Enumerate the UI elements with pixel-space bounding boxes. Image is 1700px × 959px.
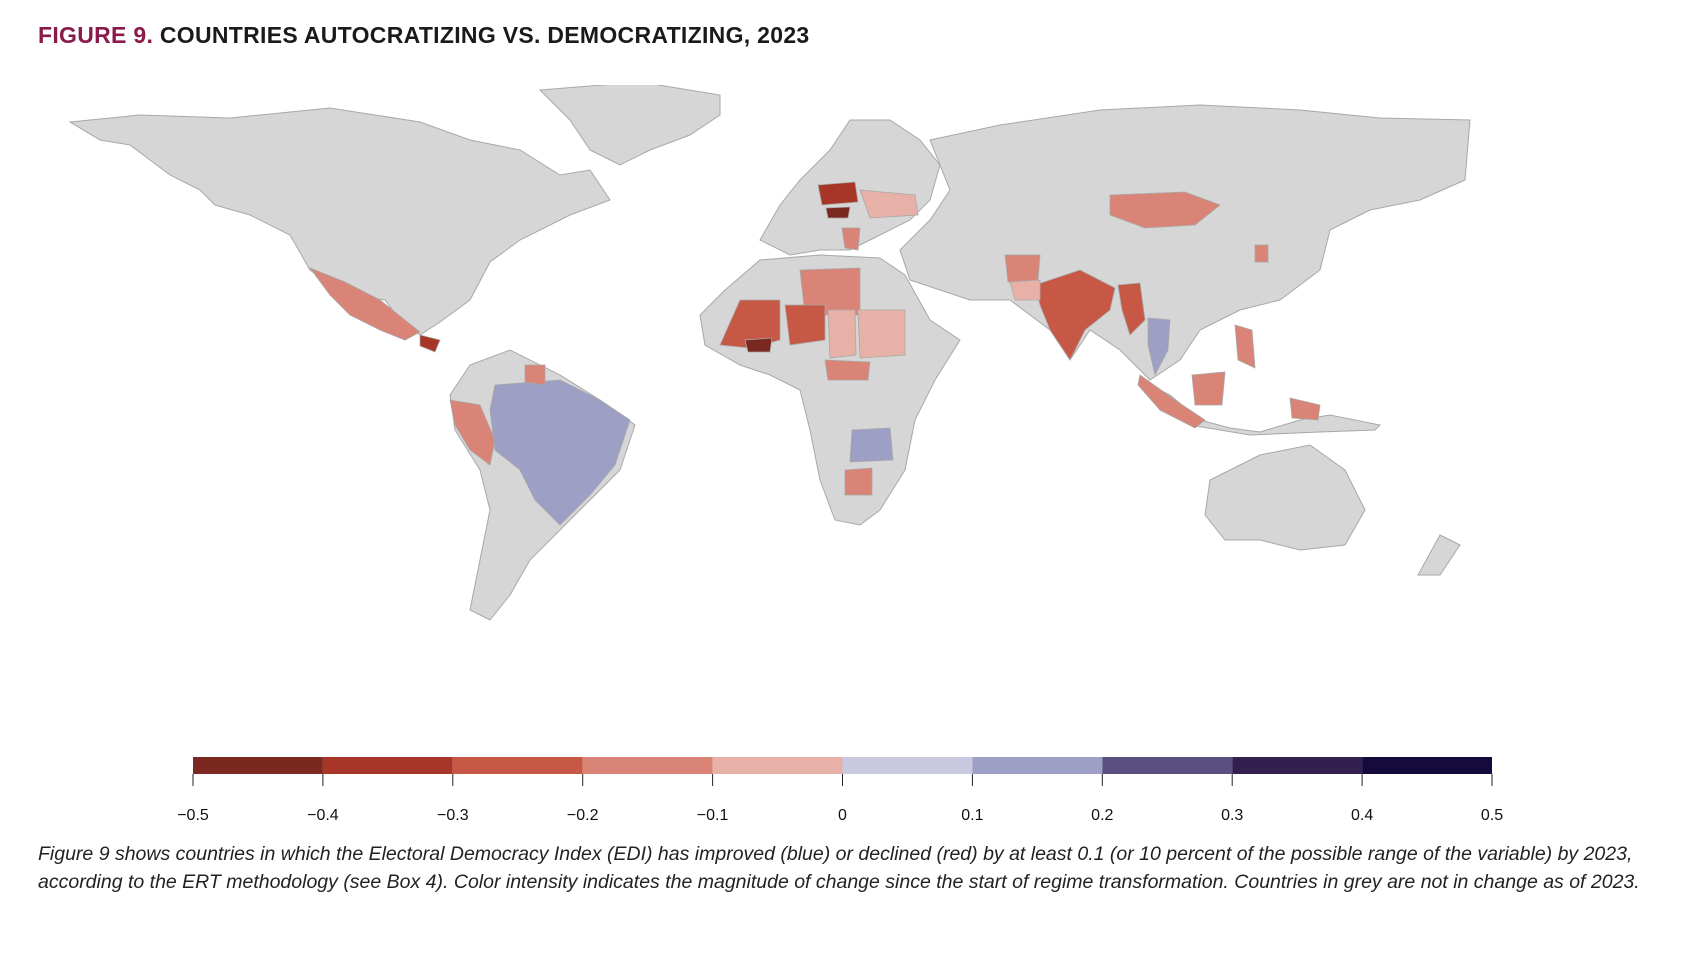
legend-tick-label: −0.5 [177, 807, 209, 824]
asia-shape [899, 104, 1471, 381]
greenland-shape [538, 85, 721, 166]
brazil-shape [489, 379, 631, 526]
chad-shape [827, 309, 857, 359]
legend-bin-3 [582, 757, 713, 774]
legend-tick-label: 0.3 [1221, 807, 1243, 824]
serbia-shape [841, 227, 861, 251]
legend-tick-label: 0 [838, 807, 847, 824]
burkina-faso-shape [744, 337, 773, 353]
legend-tick-label: 0.2 [1091, 807, 1113, 824]
australia-shape [1204, 444, 1366, 551]
legend-tick-label: −0.2 [567, 807, 599, 824]
legend-tick-label: 0.5 [1481, 807, 1503, 824]
legend-bin-6 [972, 757, 1103, 774]
peru-shape [449, 399, 496, 466]
legend-tick-label: −0.4 [307, 807, 339, 824]
legend-bin-7 [1102, 757, 1233, 774]
indonesia-sumatra-shape [1137, 374, 1206, 429]
legend-bin-5 [842, 757, 973, 774]
korea-shape [1254, 244, 1269, 263]
figure-label: FIGURE 9. [38, 22, 154, 48]
world-map [68, 85, 1471, 621]
legend-bin-2 [452, 757, 583, 774]
hungary-shape [825, 206, 851, 219]
legend-bin-1 [322, 757, 453, 774]
philippines-shape [1234, 324, 1256, 369]
ukraine-shape [859, 189, 919, 219]
niger-shape [784, 304, 826, 346]
continent-shapes [68, 85, 1471, 621]
png-shape [1289, 397, 1321, 421]
sudan-shape [857, 309, 906, 359]
legend-bin-9 [1362, 757, 1492, 774]
north-america-shape [68, 107, 611, 336]
pakistan-shape [1009, 279, 1041, 301]
figure-caption: Figure 9 shows countries in which the El… [38, 843, 1640, 893]
afghanistan-shape [1004, 254, 1041, 283]
nicaragua-shape [419, 334, 441, 353]
legend-tick-label: 0.4 [1351, 807, 1373, 824]
venezuela-shape [524, 364, 546, 386]
legend-tick-label: 0.1 [961, 807, 983, 824]
poland-shape [817, 181, 859, 206]
legend-tick-label: −0.1 [697, 807, 729, 824]
myanmar-shape [1117, 282, 1146, 336]
legend-bin-4 [712, 757, 843, 774]
india-shape [1034, 269, 1116, 361]
indonesia-borneo-shape [1191, 371, 1226, 406]
central-africa-shape [824, 359, 871, 381]
new-zealand-shape [1417, 534, 1461, 576]
mexico-shape [308, 267, 421, 341]
changing-countries [308, 181, 1321, 526]
botswana-shape [844, 467, 873, 496]
thailand-shape [1147, 317, 1171, 377]
legend-bin-0 [193, 757, 323, 774]
legend-tick-label: −0.3 [437, 807, 469, 824]
legend-bin-8 [1232, 757, 1363, 774]
mongolia-shape [1109, 191, 1221, 229]
figure-title-text: COUNTRIES AUTOCRATIZING VS. DEMOCRATIZIN… [159, 22, 810, 48]
figure-title: FIGURE 9. COUNTRIES AUTOCRATIZING VS. DE… [38, 22, 810, 49]
zambia-shape [849, 427, 894, 463]
